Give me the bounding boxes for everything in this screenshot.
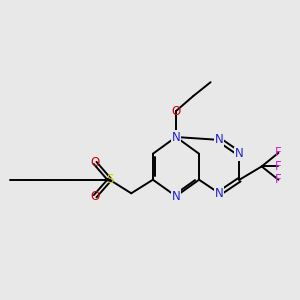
Text: O: O (91, 190, 100, 203)
Text: N: N (172, 190, 180, 203)
Text: O: O (171, 104, 181, 118)
Text: N: N (215, 134, 224, 146)
Text: S: S (106, 173, 113, 186)
Text: F: F (275, 173, 282, 186)
Text: F: F (275, 160, 282, 173)
Text: F: F (275, 146, 282, 159)
Text: N: N (235, 147, 244, 160)
Text: N: N (215, 187, 224, 200)
Text: N: N (172, 130, 180, 143)
Text: O: O (91, 157, 100, 169)
